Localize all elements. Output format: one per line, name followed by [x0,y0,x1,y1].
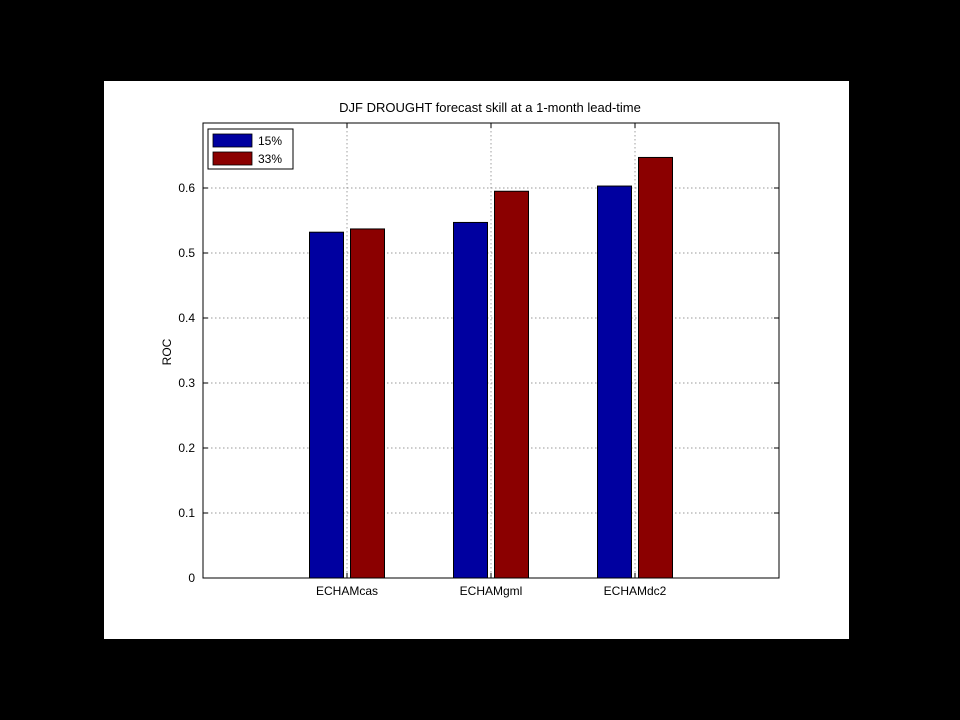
legend-swatch-33 [212,151,253,166]
legend-label-15: 15% [258,134,282,148]
y-tick-label: 0.5 [178,246,195,260]
y-tick-label: 0.6 [178,181,195,195]
bar-echamcas-33pct [350,228,385,579]
x-tick-label: ECHAMdc2 [604,584,667,598]
bar-echamgml-15pct [453,221,488,579]
bar-echamgml-33pct [494,190,529,579]
y-axis-label: ROC [160,338,174,365]
y-tick-label: 0 [188,571,195,585]
chart-title: DJF DROUGHT forecast skill at a 1-month … [339,100,641,115]
y-tick-label: 0.4 [178,311,195,325]
bar-echamdc2-33pct [638,156,673,579]
y-tick-label: 0.2 [178,441,195,455]
y-tick-label: 0.3 [178,376,195,390]
legend: 15% 33% [207,128,294,170]
bar-echamcas-15pct [309,231,344,579]
axis-ticks: 0 0.1 0.2 0.3 0.4 0.5 0.6 ECHAMcas ECHAMgml ECHAM… [178,123,779,598]
y-tick-label: 0.1 [178,506,195,520]
bars [309,156,673,579]
x-tick-label: ECHAMcas [316,584,378,598]
legend-swatch-15 [212,133,253,148]
bar-echamdc2-15pct [597,185,632,579]
x-tick-label: ECHAMgml [460,584,523,598]
grid-lines [203,123,779,578]
legend-label-33: 33% [258,152,282,166]
